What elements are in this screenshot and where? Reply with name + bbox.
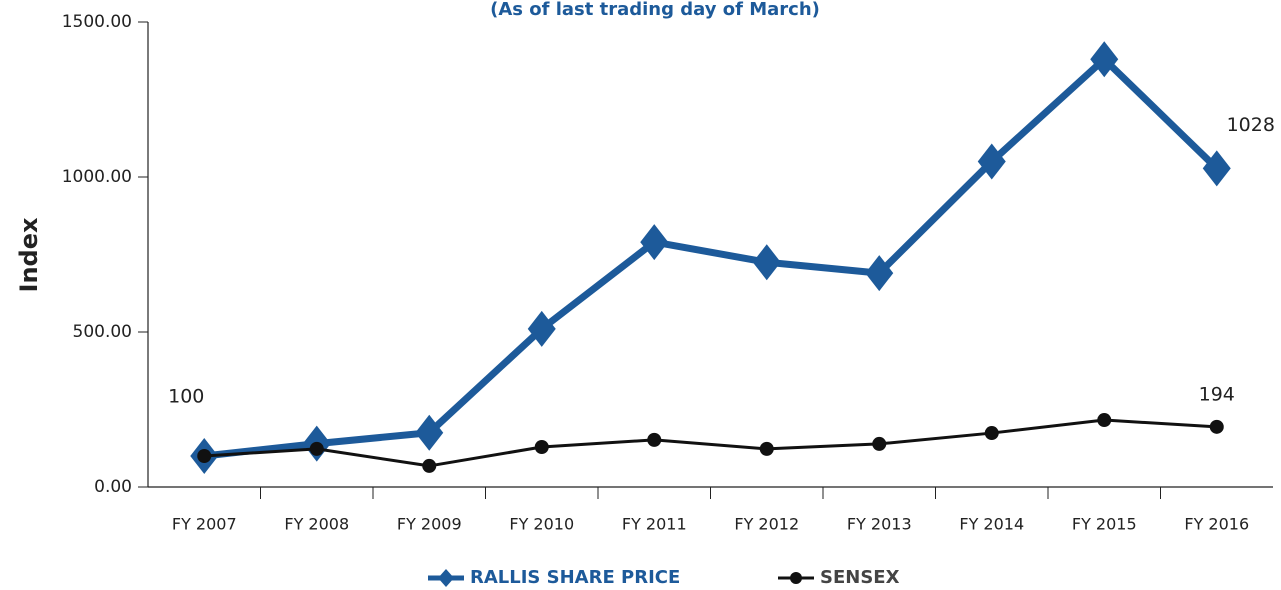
legend-label: RALLIS SHARE PRICE (470, 567, 680, 588)
marker (1202, 150, 1231, 187)
legend-label: SENSEX (820, 567, 900, 588)
marker (984, 426, 999, 441)
legend-marker (438, 569, 454, 587)
x-tick-label: FY 2008 (284, 515, 349, 534)
marker (872, 436, 887, 451)
y-axis-label: Index (15, 217, 43, 292)
x-tick-label: FY 2015 (1072, 515, 1137, 534)
marker (309, 441, 324, 456)
x-tick-label: FY 2012 (734, 515, 799, 534)
marker (422, 458, 437, 473)
chart-subtitle: (As of last trading day of March) (490, 0, 820, 20)
data-label: 194 (1199, 383, 1235, 405)
marker (752, 244, 781, 281)
marker (197, 449, 212, 463)
series-line (204, 418, 1217, 468)
marker (647, 432, 662, 447)
marker (1209, 419, 1224, 434)
marker (640, 224, 669, 261)
series-line (203, 55, 1220, 460)
data-label: 100 (168, 386, 204, 408)
x-tick-label: FY 2011 (622, 515, 687, 534)
marker (534, 440, 549, 455)
x-tick-label: FY 2013 (847, 515, 912, 534)
x-tick-label: FY 2014 (959, 515, 1024, 534)
x-tick-label: FY 2009 (397, 515, 462, 534)
x-tick-label: FY 2007 (172, 515, 237, 534)
marker (527, 310, 556, 347)
marker (415, 414, 444, 451)
marker (1097, 413, 1112, 428)
marker (865, 255, 894, 292)
marker (977, 143, 1006, 180)
y-tick-label: 500.00 (73, 322, 132, 342)
marker (1090, 41, 1119, 78)
x-tick-label: FY 2016 (1184, 515, 1249, 534)
marker (759, 441, 774, 456)
y-tick-label: 1500.00 (62, 12, 132, 32)
legend-marker (790, 572, 802, 584)
y-tick-label: 0.00 (94, 477, 132, 497)
x-tick-label: FY 2010 (509, 515, 574, 534)
data-label: 1028 (1227, 114, 1275, 136)
y-tick-label: 1000.00 (62, 167, 132, 187)
